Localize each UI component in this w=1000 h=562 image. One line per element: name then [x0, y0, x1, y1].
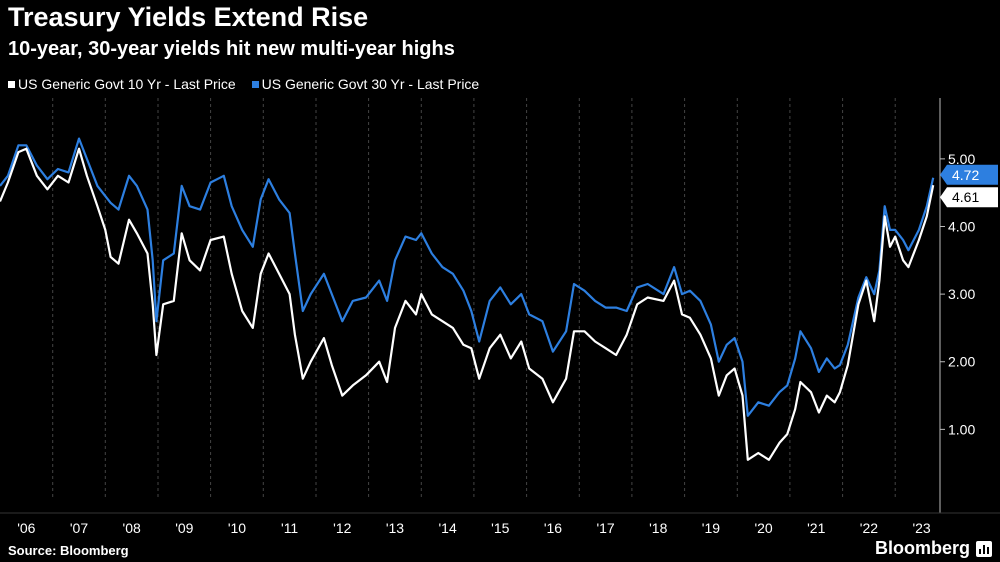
x-tick-label-2: '08 [123, 520, 141, 536]
x-tick-label-9: '15 [491, 520, 509, 536]
x-tick-label-14: '20 [754, 520, 772, 536]
x-tick-label-7: '13 [386, 520, 404, 536]
legend-label-10y: US Generic Govt 10 Yr - Last Price [18, 76, 236, 92]
x-tick-label-4: '10 [228, 520, 246, 536]
y-tick-label-4: 5.00 [948, 151, 975, 167]
x-tick-label-1: '07 [70, 520, 88, 536]
last-value-label-10y: 4.61 [952, 189, 979, 205]
chart-subtitle: 10-year, 30-year yields hit new multi-ye… [8, 38, 455, 60]
x-tick-label-15: '21 [807, 520, 825, 536]
y-tick-label-2: 3.00 [948, 286, 975, 302]
x-tick-label-3: '09 [175, 520, 193, 536]
x-tick-label-12: '18 [649, 520, 667, 536]
x-tick-label-13: '19 [702, 520, 720, 536]
source-note: Source: Bloomberg [8, 543, 129, 558]
y-tick-label-1: 2.00 [948, 354, 975, 370]
legend-item-30y: US Generic Govt 30 Yr - Last Price [251, 76, 480, 92]
x-tick-label-16: '22 [860, 520, 878, 536]
legend: US Generic Govt 10 Yr - Last Price US Ge… [8, 76, 479, 92]
series-line-30y [0, 137, 935, 417]
chart-title: Treasury Yields Extend Rise [8, 2, 369, 32]
x-tick-label-6: '12 [333, 520, 351, 536]
x-tick-label-0: '06 [17, 520, 35, 536]
legend-swatch-10y [8, 80, 15, 88]
last-value-box-30y [940, 164, 998, 185]
x-tick-label-5: '11 [281, 520, 298, 536]
legend-swatch-30y [251, 80, 259, 88]
last-value-label-30y: 4.72 [952, 167, 979, 183]
x-tick-label-8: '14 [438, 520, 456, 536]
last-value-box-10y [940, 187, 998, 208]
x-tick-label-10: '16 [544, 520, 562, 536]
bloomberg-logo: Bloomberg [874, 538, 970, 558]
x-tick-label-11: '17 [596, 520, 614, 536]
legend-label-30y: US Generic Govt 30 Yr - Last Price [261, 76, 480, 92]
bloomberg-chart-icon [976, 541, 992, 557]
y-tick-label-0: 1.00 [948, 421, 975, 437]
x-tick-label-17: '23 [912, 520, 930, 536]
y-tick-label-3: 4.00 [948, 218, 975, 234]
series-line-10y [0, 147, 935, 461]
legend-item-10y: US Generic Govt 10 Yr - Last Price [8, 76, 236, 92]
